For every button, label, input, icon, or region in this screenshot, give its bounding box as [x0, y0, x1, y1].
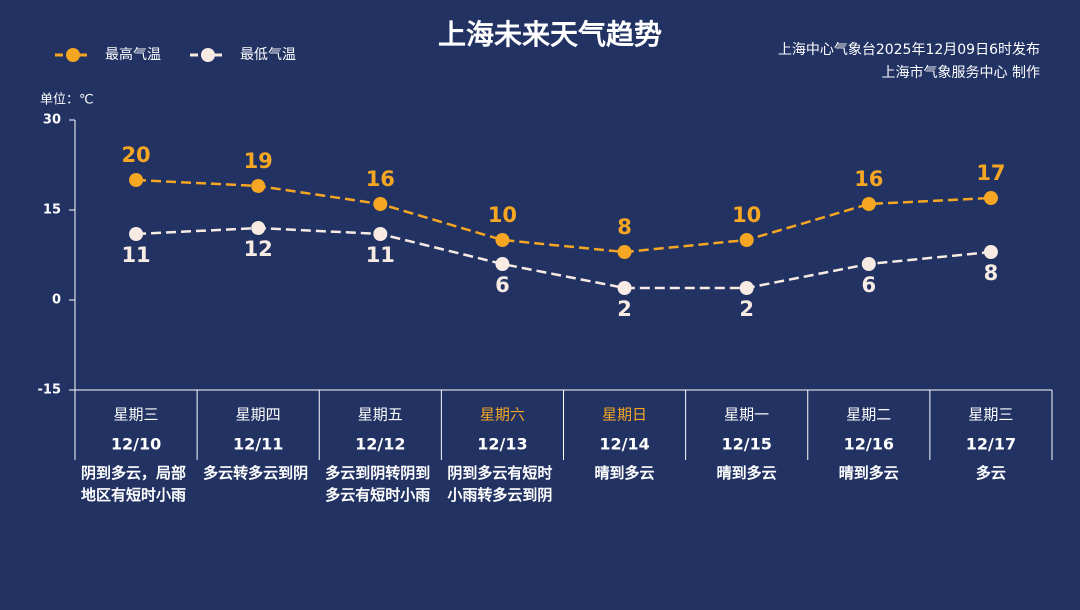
data-point [495, 233, 510, 247]
data-label: 6 [862, 273, 877, 297]
legend-label: 最高气温 [105, 46, 161, 63]
x-tick-label: 12/13 [477, 435, 527, 454]
data-label: 2 [617, 297, 632, 321]
y-tick-label: -15 [38, 383, 62, 398]
weather-description: 晴到多云 [594, 464, 655, 482]
data-point [739, 281, 754, 295]
weather-description: 多云 [975, 464, 1006, 482]
x-tick-label: 12/16 [844, 435, 894, 454]
data-point [617, 245, 632, 259]
data-label: 19 [244, 149, 273, 173]
x-tick-label: 12/17 [966, 435, 1016, 454]
data-point [251, 221, 266, 235]
weekday-label: 星期日 [602, 406, 647, 424]
weekday-label: 星期三 [114, 406, 159, 424]
data-point [495, 257, 510, 271]
legend-marker [66, 48, 80, 62]
data-label: 10 [488, 203, 517, 227]
data-point [739, 233, 754, 247]
data-label: 10 [732, 203, 761, 227]
data-point [373, 197, 388, 211]
source: 上海中心气象台2025年12月09日6时发布 [778, 42, 1040, 58]
data-point [129, 173, 144, 187]
data-label: 20 [121, 143, 150, 167]
weather-description: 多云到阴转阴到多云有短时小雨 [325, 464, 431, 504]
weekday-label: 星期三 [968, 406, 1013, 424]
data-point [861, 197, 876, 211]
source: 上海市气象服务中心 制作 [882, 64, 1040, 81]
x-tick-label: 12/12 [355, 435, 405, 454]
data-label: 8 [984, 261, 999, 285]
x-tick-label: 12/15 [722, 435, 772, 454]
data-point [251, 179, 266, 193]
weekday-label: 星期二 [846, 406, 891, 424]
weather-description: 阴到多云，局部地区有短时小雨 [81, 464, 187, 504]
data-label: 6 [495, 273, 510, 297]
series-line [136, 178, 991, 254]
series-line [136, 226, 992, 290]
weekday-label: 星期一 [724, 406, 769, 424]
data-label: 12 [244, 237, 273, 261]
x-tick-label: 12/14 [599, 435, 649, 454]
legend-label: 最低气温 [240, 47, 296, 63]
data-point [617, 281, 632, 295]
weekday-label: 星期六 [480, 406, 525, 424]
y-tick-label: 0 [52, 293, 61, 308]
weekday-label: 星期四 [236, 406, 281, 424]
weather-description: 阴到多云有短时小雨转多云到阴 [447, 464, 553, 504]
data-label: 16 [366, 167, 395, 191]
data-label: 11 [121, 243, 150, 267]
data-label: 11 [366, 243, 395, 267]
y-tick-label: 30 [43, 113, 61, 128]
weather-description: 晴到多云 [716, 464, 777, 482]
data-point [129, 227, 144, 241]
data-label: 17 [976, 161, 1005, 185]
legend-marker [201, 48, 215, 62]
x-tick-label: 12/10 [111, 435, 161, 454]
data-point [373, 227, 388, 241]
data-label: 2 [739, 297, 754, 321]
weekday-label: 星期五 [358, 406, 403, 424]
data-point [983, 191, 998, 205]
weather-description: 晴到多云 [838, 464, 899, 482]
unit-label: 单位：℃ [40, 93, 94, 108]
weather-description: 多云转多云到阴 [203, 464, 309, 482]
data-point [861, 257, 876, 271]
data-point [983, 245, 998, 259]
y-tick-label: 15 [43, 203, 61, 218]
data-label: 8 [617, 215, 632, 239]
x-tick-label: 12/11 [233, 435, 283, 454]
data-label: 16 [854, 167, 883, 191]
chart-title: 上海未来天气趋势 [438, 18, 662, 51]
